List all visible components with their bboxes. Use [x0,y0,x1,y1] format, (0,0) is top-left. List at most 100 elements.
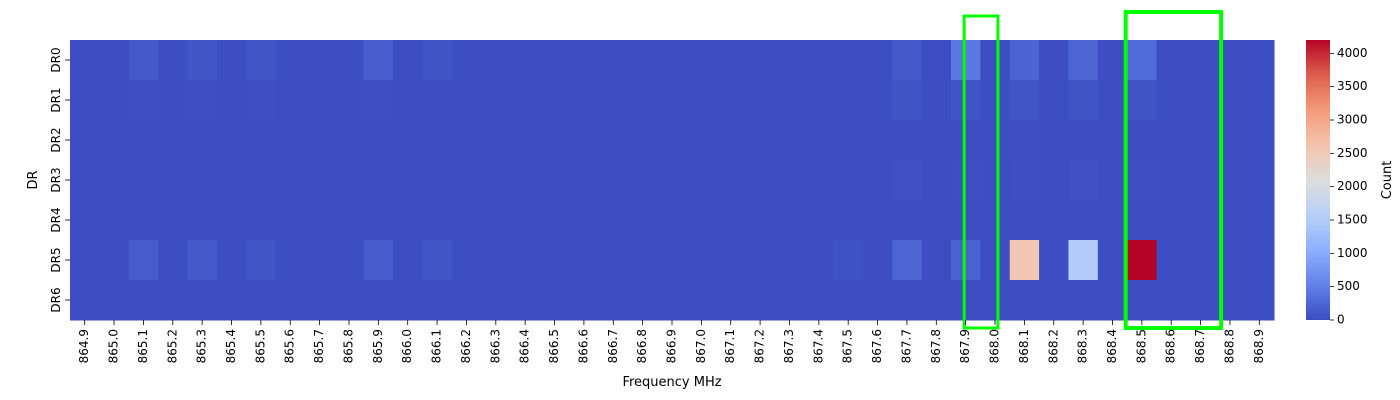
heatmap-cell [70,120,100,161]
heatmap-cell [70,240,100,281]
heatmap-cell [1156,160,1187,201]
heatmap-cell [1127,120,1158,161]
x-tick-label: 866.9 [665,329,679,363]
heatmap-cell [275,120,306,161]
heatmap-cell [833,200,864,241]
heatmap-cell [539,120,570,161]
heatmap-cell [1127,280,1158,321]
heatmap-cell [1097,200,1128,241]
x-tick-label: 865.2 [165,329,179,363]
x-tick-label: 867.4 [811,329,825,363]
heatmap-cell [980,40,1011,81]
heatmap-cell [70,200,100,241]
colorbar-label: Count [1380,161,1395,200]
heatmap-cell [833,80,864,121]
heatmap-cell [598,240,629,281]
heatmap-cell [686,240,717,281]
heatmap-cell [774,40,805,81]
y-tick-label: DR6 [49,287,63,312]
heatmap-cell [304,40,335,81]
heatmap-cell [833,40,864,81]
heatmap-cell [158,280,188,321]
heatmap-cell [1127,160,1158,201]
heatmap-cell [892,160,923,201]
x-tick-label: 866.3 [488,329,502,363]
heatmap-cell [1185,80,1216,121]
colorbar-tick-label: 1500 [1337,213,1368,227]
x-tick-label: 865.4 [224,329,238,363]
y-axis-label: DR [26,170,41,189]
heatmap-cell [158,240,188,281]
colorbar-tick-label: 4000 [1337,46,1368,60]
heatmap-cell [275,160,306,201]
heatmap-cell [99,240,130,281]
colorbar-tick-label: 1000 [1337,246,1368,260]
heatmap-cell [657,200,688,241]
heatmap-cell [187,80,218,121]
heatmap-cell [892,240,923,281]
heatmap-cell [246,160,277,201]
heatmap-cell [1039,160,1069,201]
heatmap-cell [774,280,805,321]
heatmap-cell [686,200,717,241]
heatmap-cell [216,80,247,121]
heatmap-cell [892,280,923,321]
heatmap-cell [1039,80,1069,121]
heatmap-cell [510,120,541,161]
heatmap-cell [539,160,570,201]
heatmap-cell [187,280,218,321]
heatmap-cell [510,240,541,281]
heatmap-cell [246,280,277,321]
heatmap-cell [598,80,629,121]
heatmap-cell [627,160,658,201]
heatmap-cell [980,240,1011,281]
heatmap-cell [657,120,688,161]
heatmap-cell [892,40,923,81]
heatmap-cell [304,120,335,161]
heatmap-cell [128,240,159,281]
colorbar-tick-label: 2000 [1337,179,1368,193]
x-tick-label: 868.3 [1076,329,1090,363]
x-tick-label: 868.4 [1105,329,1119,363]
heatmap-cell [70,160,100,201]
heatmap-cell [686,160,717,201]
heatmap-cell [1156,80,1187,121]
heatmap-cell [451,200,482,241]
heatmap-cell [187,240,218,281]
heatmap-cell [569,240,600,281]
highlight-boxes [962,10,1224,330]
heatmap-cell [657,80,688,121]
heatmap-cell [1097,40,1128,81]
heatmap-cell [1009,80,1040,121]
heatmap-cell [950,200,981,241]
heatmap-cell [1185,120,1216,161]
heatmap-cell [422,200,453,241]
heatmap-cell [187,120,218,161]
heatmap-cell [128,80,159,121]
x-tick-label: 867.1 [723,329,737,363]
x-tick-label: 868.1 [1017,329,1031,363]
heatmap-cell [70,80,100,121]
heatmap-cells [70,40,1275,321]
heatmap-cell [99,200,130,241]
heatmap-cell [686,280,717,321]
x-tick-label: 867.6 [870,329,884,363]
heatmap-cell [187,200,218,241]
heatmap-cell [1097,80,1128,121]
heatmap-cell [1068,40,1099,81]
heatmap-cell [804,120,835,161]
x-tick-label: 866.1 [430,329,444,363]
heatmap-cell [774,80,805,121]
heatmap-cell [862,80,893,121]
heatmap-cell [686,120,717,161]
y-tick-label: DR0 [49,47,63,72]
heatmap-cell [1185,160,1216,201]
heatmap-cell [99,80,130,121]
x-tick-label: 867.8 [929,329,943,363]
heatmap-cell [99,280,130,321]
heatmap-cell [921,120,952,161]
heatmap-cell [422,120,453,161]
heatmap-cell [334,200,365,241]
heatmap-cell [921,200,952,241]
